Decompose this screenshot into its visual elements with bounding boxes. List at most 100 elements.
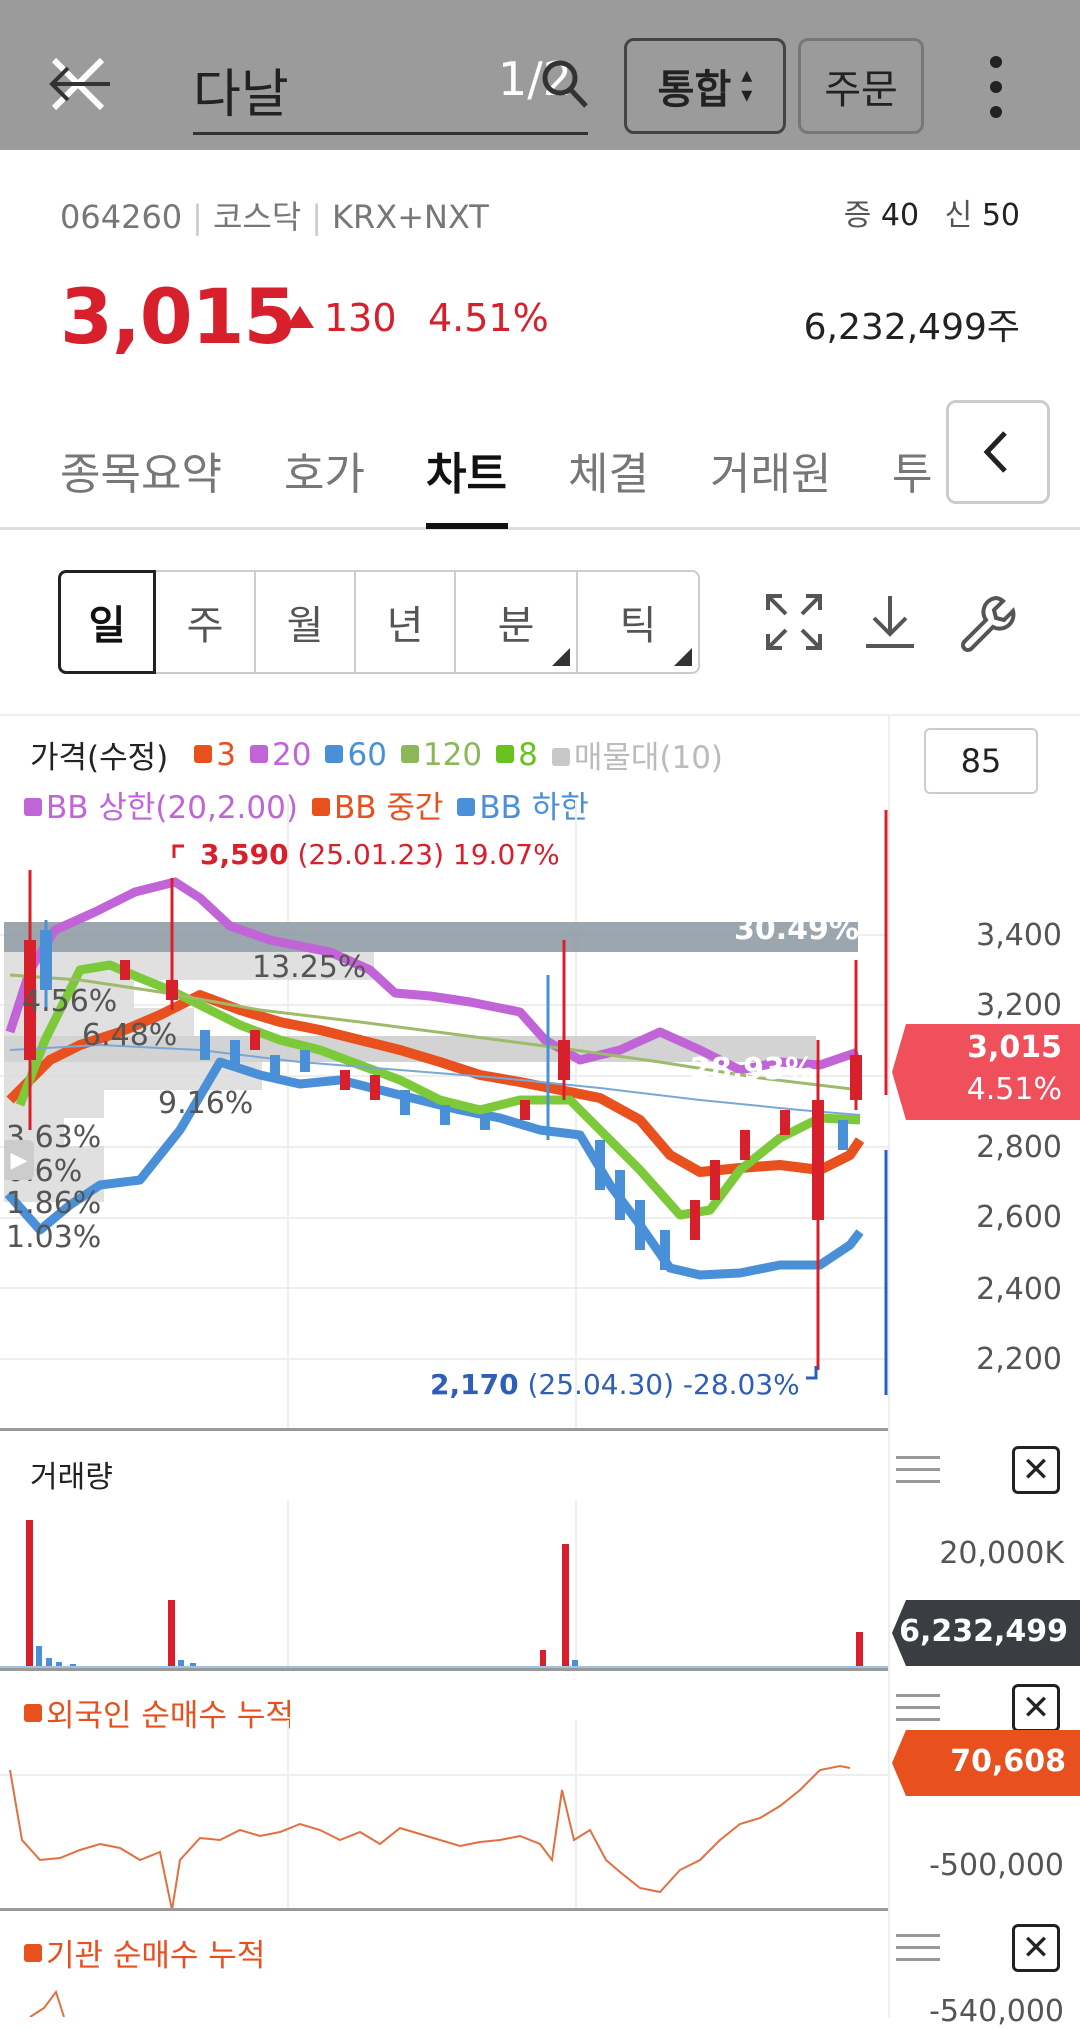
settings-wrench-icon[interactable] <box>956 590 1020 654</box>
tab-brokers[interactable]: 거래원 <box>710 449 832 500</box>
tabs-divider <box>0 527 1080 530</box>
download-icon[interactable] <box>860 592 920 652</box>
tab-chart[interactable]: 차트 <box>426 449 507 500</box>
high-price-marker: 3,590 (25.01.23) 19.07% <box>200 838 560 871</box>
pane-divider <box>0 1908 888 1911</box>
price-pane-legend: 가격(수정) 3 20 60 120 8 매물대(10) <box>30 732 737 777</box>
period-tick[interactable]: 틱 <box>576 570 700 674</box>
legend-bb-lower: BB 하한 <box>457 782 589 827</box>
up-triangle-icon <box>286 306 314 332</box>
pane-divider <box>0 1428 888 1431</box>
fullscreen-icon[interactable] <box>764 592 824 652</box>
high-price-value: 3,590 <box>200 838 289 871</box>
period-day[interactable]: 일 <box>58 570 156 674</box>
tab-trades[interactable]: 체결 <box>568 449 649 500</box>
more-vertical-icon[interactable] <box>976 52 1016 122</box>
active-tab-indicator <box>426 523 508 529</box>
updown-chevron-icon: ▴ ▾ <box>741 63 753 108</box>
search-icon[interactable] <box>540 56 590 112</box>
tab-summary[interactable]: 종목요약 <box>60 449 222 500</box>
vp-pct-1: 30.49% <box>734 912 859 947</box>
tab-investor[interactable]: 투 <box>892 449 933 500</box>
current-price-tag-value: 3,015 <box>967 1030 1062 1065</box>
axis-separator <box>888 714 890 2017</box>
legend-ma60: 60 <box>325 737 387 773</box>
volume-current-value: 6,232,499 <box>899 1614 1068 1649</box>
institution-pane-close-button[interactable]: ✕ <box>1012 1924 1060 1972</box>
current-price-tag-pct: 4.51% <box>966 1072 1062 1107</box>
current-price: 3,015 <box>60 272 296 361</box>
volume-chart[interactable] <box>0 1500 888 1670</box>
vp-pct-4: 6.48% <box>82 1018 178 1053</box>
stock-code-line: 064260 | 코스닥 | KRX+NXT <box>60 198 489 236</box>
volume-pane-title: 거래량 <box>30 1460 113 1495</box>
legend-ma120: 120 <box>400 737 482 773</box>
institution-legend-square <box>24 1943 42 1962</box>
current-price-tag: 3,015 4.51% <box>892 1024 1080 1120</box>
y-tick-2600: 2,600 <box>976 1200 1062 1235</box>
order-button[interactable]: 주문 <box>798 38 924 134</box>
back-close-icon[interactable] <box>42 48 114 120</box>
institution-pane-title: 기관 순매수 누적 <box>24 1930 265 1975</box>
y-tick-3200: 3,200 <box>976 988 1062 1023</box>
foreign-current-tag: 70,608 <box>892 1730 1080 1796</box>
margin-info: 증 40 신 50 <box>843 198 1020 233</box>
volume-pane-menu-icon[interactable] <box>896 1456 940 1484</box>
foreign-pane-title: 외국인 순매수 누적 <box>24 1690 294 1735</box>
high-price-info: (25.01.23) 19.07% <box>297 838 560 871</box>
tab-orderbook[interactable]: 호가 <box>284 449 365 500</box>
legend-ma20: 20 <box>250 737 311 773</box>
search-underline <box>193 132 588 135</box>
legend-volume-profile: 매물대(10) <box>551 732 723 777</box>
vp-pct-10: 1.03% <box>6 1220 102 1255</box>
period-selector: 일 주 월 년 분 틱 <box>58 570 700 674</box>
market-select[interactable]: 통합 ▴ ▾ <box>624 38 786 134</box>
period-week[interactable]: 주 <box>154 570 256 674</box>
foreign-tick: -500,000 <box>929 1848 1064 1883</box>
chart-left-expand-icon[interactable]: ▶ <box>4 1140 34 1180</box>
pane-divider <box>0 1668 888 1671</box>
search-input[interactable]: 다날 <box>193 65 289 125</box>
foreign-pane-close-button[interactable]: ✕ <box>1012 1684 1060 1732</box>
candle-count-box[interactable]: 85 <box>924 728 1038 794</box>
period-minute[interactable]: 분 <box>454 570 578 674</box>
low-price-value: 2,170 <box>430 1368 519 1401</box>
vp-pct-9: 1.86% <box>6 1186 102 1221</box>
legend-ma8: 8 <box>496 737 538 773</box>
y-tick-2400: 2,400 <box>976 1272 1062 1307</box>
legend-ma3: 3 <box>194 737 236 773</box>
volume-pane-close-button[interactable]: ✕ <box>1012 1446 1060 1494</box>
institution-net-buy-chart[interactable] <box>0 1990 888 2017</box>
trade-volume: 6,232,499주 <box>803 307 1020 348</box>
vp-pct-2: 13.25% <box>252 950 367 985</box>
stock-market: 코스닥 <box>212 198 302 236</box>
price-chart[interactable] <box>0 800 890 1430</box>
vp-pct-3: 4.56% <box>22 984 118 1019</box>
stock-code: 064260 <box>60 198 183 236</box>
foreign-net-buy-chart[interactable] <box>0 1720 888 1910</box>
low-price-marker: 2,170 (25.04.30) -28.03% <box>430 1368 800 1401</box>
price-change-pct: 4.51% <box>428 296 549 340</box>
legend-bb-upper: BB 상한(20,2.00) <box>24 782 298 827</box>
top-bar <box>0 0 1080 150</box>
period-month[interactable]: 월 <box>254 570 356 674</box>
market-select-label: 통합 <box>657 67 732 113</box>
tab-scroll-left-button[interactable] <box>946 400 1050 504</box>
tab-bar: 종목요약 호가 차트 체결 거래원 투 <box>0 400 1080 530</box>
institution-pane-menu-icon[interactable] <box>896 1934 940 1962</box>
vp-pct-5: 28.93% <box>690 1052 815 1087</box>
price-pane-title: 가격(수정) <box>30 740 169 776</box>
institution-tick: -540,000 <box>929 1994 1064 2029</box>
y-tick-2800: 2,800 <box>976 1130 1062 1165</box>
volume-tick: 20,000K <box>939 1536 1064 1571</box>
low-price-info: (25.04.30) -28.03% <box>527 1368 800 1401</box>
period-year[interactable]: 년 <box>354 570 456 674</box>
legend-bb-middle: BB 중간 <box>311 782 443 827</box>
foreign-pane-menu-icon[interactable] <box>896 1694 940 1722</box>
price-change: 130 <box>324 296 397 340</box>
foreign-current-value: 70,608 <box>950 1744 1066 1779</box>
chart-top-divider <box>0 714 1080 716</box>
dropdown-corner-icon <box>552 648 570 666</box>
dropdown-corner-icon <box>674 648 692 666</box>
bollinger-legend: BB 상한(20,2.00) BB 중간 BB 하한 <box>24 782 603 827</box>
